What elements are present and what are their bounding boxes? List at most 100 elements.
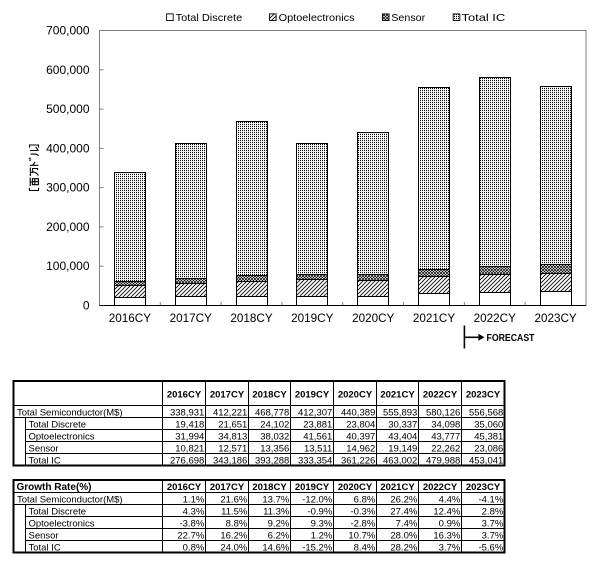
svg-text:333,354: 333,354 <box>298 455 332 466</box>
svg-text:13,511: 13,511 <box>304 443 332 454</box>
svg-text:21.6%: 21.6% <box>220 494 247 505</box>
svg-text:9.3%: 9.3% <box>311 518 333 529</box>
svg-text:16.3%: 16.3% <box>433 530 460 541</box>
svg-text:2018CY: 2018CY <box>252 389 287 400</box>
svg-text:-12.0%: -12.0% <box>302 494 333 505</box>
svg-text:43,404: 43,404 <box>388 431 417 442</box>
svg-text:2021CY: 2021CY <box>380 482 415 493</box>
svg-text:2018CY: 2018CY <box>230 312 272 325</box>
svg-text:Total Semiconductor(M$): Total Semiconductor(M$) <box>17 494 123 505</box>
svg-text:43,777: 43,777 <box>431 431 460 442</box>
svg-text:-15.2%: -15.2% <box>302 542 333 553</box>
svg-text:555,893: 555,893 <box>383 407 417 418</box>
svg-text:1.1%: 1.1% <box>183 494 205 505</box>
svg-text:13.7%: 13.7% <box>262 494 289 505</box>
svg-text:-0.3%: -0.3% <box>350 506 375 517</box>
svg-text:7.4%: 7.4% <box>396 518 418 529</box>
svg-text:2022CY: 2022CY <box>474 312 516 325</box>
svg-text:Sensor: Sensor <box>29 443 59 454</box>
svg-text:11.5%: 11.5% <box>221 506 248 517</box>
svg-text:Total Semiconductor(M$): Total Semiconductor(M$) <box>17 407 123 418</box>
svg-text:8.4%: 8.4% <box>354 542 376 553</box>
svg-text:Optoelectronics: Optoelectronics <box>279 13 355 24</box>
svg-text:2017CY: 2017CY <box>210 482 245 493</box>
svg-text:28.2%: 28.2% <box>390 542 417 553</box>
svg-text:22.7%: 22.7% <box>177 530 204 541</box>
svg-text:400,000: 400,000 <box>46 141 90 155</box>
svg-text:Total Discrete: Total Discrete <box>29 506 87 517</box>
svg-text:300,000: 300,000 <box>46 181 90 195</box>
svg-text:2016CY: 2016CY <box>167 482 202 493</box>
svg-text:468,778: 468,778 <box>255 407 289 418</box>
svg-text:463,002: 463,002 <box>383 455 417 466</box>
svg-text:35,060: 35,060 <box>474 419 503 430</box>
svg-text:100,000: 100,000 <box>46 259 90 273</box>
svg-text:361,226: 361,226 <box>341 455 375 466</box>
svg-text:600,000: 600,000 <box>46 63 90 77</box>
svg-text:28.0%: 28.0% <box>390 530 417 541</box>
svg-text:500,000: 500,000 <box>46 102 90 116</box>
svg-text:9.2%: 9.2% <box>268 518 290 529</box>
svg-text:2020CY: 2020CY <box>352 312 394 325</box>
svg-text:343,186: 343,186 <box>213 455 247 466</box>
svg-text:23,086: 23,086 <box>474 443 503 454</box>
svg-text:2.8%: 2.8% <box>482 506 504 517</box>
svg-text:19,418: 19,418 <box>175 419 204 430</box>
svg-text:Optoelectronics: Optoelectronics <box>29 518 95 529</box>
svg-text:-3.8%: -3.8% <box>179 518 204 529</box>
svg-text:21,651: 21,651 <box>218 419 247 430</box>
svg-text:4.4%: 4.4% <box>439 494 461 505</box>
svg-text:2016CY: 2016CY <box>167 389 202 400</box>
svg-text:Total Discrete: Total Discrete <box>29 419 87 430</box>
svg-text:0: 0 <box>83 299 90 313</box>
svg-text:24.0%: 24.0% <box>220 542 247 553</box>
svg-text:2022CY: 2022CY <box>423 389 458 400</box>
svg-text:10,821: 10,821 <box>175 443 204 454</box>
svg-text:1.2%: 1.2% <box>311 530 333 541</box>
svg-text:38,032: 38,032 <box>260 431 289 442</box>
svg-text:Optoelectronics: Optoelectronics <box>29 431 95 442</box>
svg-text:FORECAST: FORECAST <box>487 333 535 344</box>
svg-text:3.7%: 3.7% <box>482 518 504 529</box>
svg-text:2023CY: 2023CY <box>466 482 501 493</box>
svg-text:14.6%: 14.6% <box>262 542 289 553</box>
svg-text:-0.9%: -0.9% <box>307 506 332 517</box>
svg-text:31,994: 31,994 <box>175 431 204 442</box>
svg-text:6.2%: 6.2% <box>268 530 290 541</box>
svg-text:34,098: 34,098 <box>431 419 460 430</box>
svg-text:Total IC: Total IC <box>462 13 506 24</box>
svg-text:556,568: 556,568 <box>469 407 503 418</box>
svg-text:Growth Rate(%): Growth Rate(%) <box>17 482 92 493</box>
svg-text:12.4%: 12.4% <box>433 506 460 517</box>
svg-text:34,813: 34,813 <box>218 431 247 442</box>
svg-text:2017CY: 2017CY <box>210 389 245 400</box>
svg-text:2019CY: 2019CY <box>295 482 330 493</box>
svg-text:24,102: 24,102 <box>260 419 289 430</box>
svg-text:Total IC: Total IC <box>29 455 61 466</box>
svg-text:2020CY: 2020CY <box>338 482 373 493</box>
svg-text:-2.8%: -2.8% <box>350 518 375 529</box>
svg-text:27.4%: 27.4% <box>390 506 417 517</box>
svg-text:440,389: 440,389 <box>341 407 375 418</box>
svg-text:22,262: 22,262 <box>431 443 460 454</box>
svg-text:412,307: 412,307 <box>298 407 332 418</box>
svg-text:23,881: 23,881 <box>303 419 332 430</box>
svg-text:3.7%: 3.7% <box>482 530 504 541</box>
svg-text:2023CY: 2023CY <box>466 389 501 400</box>
svg-text:2022CY: 2022CY <box>423 482 458 493</box>
svg-text:13,356: 13,356 <box>260 443 289 454</box>
svg-text:-5.6%: -5.6% <box>478 542 503 553</box>
svg-text:Sensor: Sensor <box>29 530 59 541</box>
svg-text:16.2%: 16.2% <box>220 530 247 541</box>
svg-text:2020CY: 2020CY <box>338 389 373 400</box>
svg-text:2019CY: 2019CY <box>295 389 330 400</box>
svg-text:2017CY: 2017CY <box>170 312 212 325</box>
svg-text:479,988: 479,988 <box>426 455 460 466</box>
svg-text:700,000: 700,000 <box>46 24 90 38</box>
svg-text:41,561: 41,561 <box>303 431 332 442</box>
svg-text:393,288: 393,288 <box>255 455 289 466</box>
svg-text:Total IC: Total IC <box>29 542 61 553</box>
svg-text:8.8%: 8.8% <box>226 518 248 529</box>
svg-text:-4.1%: -4.1% <box>478 494 503 505</box>
svg-text:3.7%: 3.7% <box>439 542 461 553</box>
